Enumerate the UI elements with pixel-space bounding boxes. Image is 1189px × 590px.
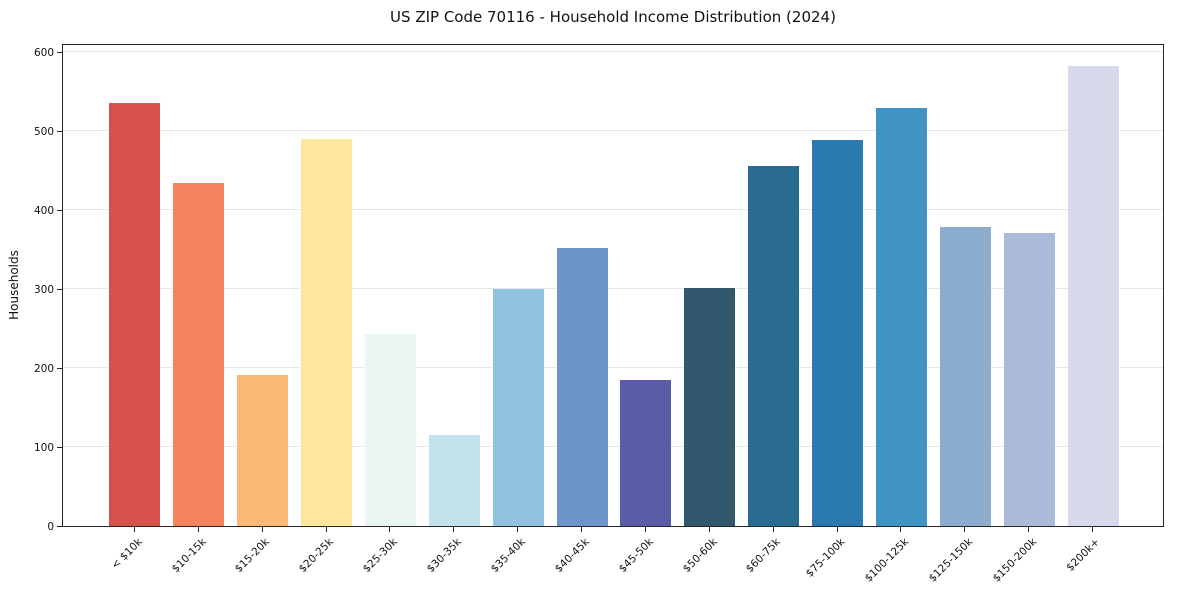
bar-$50-60k: [684, 288, 736, 526]
x-tick-mark: [1092, 527, 1094, 532]
x-tick-label-text: $30-35k: [424, 536, 464, 576]
x-tick-label-text: $45-50k: [616, 536, 656, 576]
y-tick-label: 0: [47, 521, 54, 533]
x-tick-mark: [453, 527, 455, 532]
x-tick-mark: [964, 527, 966, 532]
x-tick-mark: [261, 527, 263, 532]
x-tick-label-text: $150-200k: [990, 536, 1039, 585]
plot-area: [62, 44, 1164, 527]
y-tick-mark: [57, 209, 62, 211]
bar-$125-150k: [939, 227, 991, 526]
x-tick-label-text: $20-25k: [296, 536, 337, 576]
x-tick-mark: [517, 527, 519, 532]
x-tick-label-text: < $10k: [108, 536, 145, 572]
bar-$75-100k: [812, 140, 864, 526]
y-tick-label: 200: [33, 362, 54, 375]
y-gridline: [63, 366, 1163, 368]
bar-$15-20k: [237, 375, 289, 526]
bar-$10-15k: [173, 182, 225, 526]
x-tick-label-text: $200k+: [1064, 536, 1103, 574]
bar-$60-75k: [748, 165, 800, 526]
x-tick-label-text: $10-15k: [169, 536, 209, 576]
x-tick-label-text: $25-30k: [360, 536, 400, 576]
y-axis-label: Households: [7, 250, 21, 320]
y-gridline: [63, 287, 1163, 289]
x-tick-mark: [708, 527, 710, 532]
bar-$20-25k: [301, 138, 353, 526]
x-tick-label-text: $75-100k: [803, 536, 848, 580]
bar-$35-40k: [492, 288, 544, 526]
x-tick-mark: [644, 527, 646, 532]
bar-$40-45k: [556, 247, 608, 526]
y-tick-label: 400: [33, 204, 54, 217]
bar-< $10k: [109, 103, 161, 526]
bar-$45-50k: [620, 379, 672, 526]
y-gridline: [63, 445, 1163, 447]
x-tick-mark: [900, 527, 902, 532]
x-tick-mark: [133, 527, 135, 532]
y-tick-label: 100: [33, 441, 54, 454]
y-tick-mark: [57, 526, 62, 527]
bar-$30-35k: [428, 435, 480, 526]
x-tick-mark: [772, 527, 774, 532]
x-tick-label-text: $40-45k: [552, 536, 592, 576]
bar-$25-30k: [364, 333, 416, 526]
y-tick-label: 600: [33, 46, 54, 59]
x-tick-label-text: $100-125k: [862, 536, 911, 585]
y-gridline: [63, 129, 1163, 131]
x-tick-mark: [197, 527, 199, 532]
x-tick-label-text: $35-40k: [488, 536, 528, 576]
x-tick-label-text: $15-20k: [233, 536, 273, 576]
x-tick-label-text: $50-60k: [680, 536, 720, 576]
x-tick-mark: [1028, 527, 1030, 532]
bar-$150-200k: [1003, 232, 1055, 526]
y-gridline: [63, 50, 1163, 52]
x-tick-label-text: $60-75k: [744, 536, 784, 576]
y-gridline: [63, 208, 1163, 210]
chart-title: US ZIP Code 70116 - Household Income Dis…: [390, 8, 836, 26]
x-tick-mark: [581, 527, 583, 532]
y-tick-mark: [57, 130, 62, 132]
y-tick-mark: [57, 288, 62, 290]
x-tick-mark: [836, 527, 838, 532]
y-tick-label: 500: [33, 125, 54, 138]
bar-$200k+: [1067, 65, 1119, 526]
x-tick-mark: [389, 527, 391, 532]
bar-$100-125k: [875, 107, 927, 526]
x-tick-mark: [325, 527, 327, 532]
y-tick-mark: [57, 446, 62, 448]
x-tick-label-text: $125-150k: [926, 536, 975, 585]
y-tick-mark: [57, 367, 62, 369]
y-tick-mark: [57, 51, 62, 53]
y-tick-label: 300: [33, 283, 54, 296]
